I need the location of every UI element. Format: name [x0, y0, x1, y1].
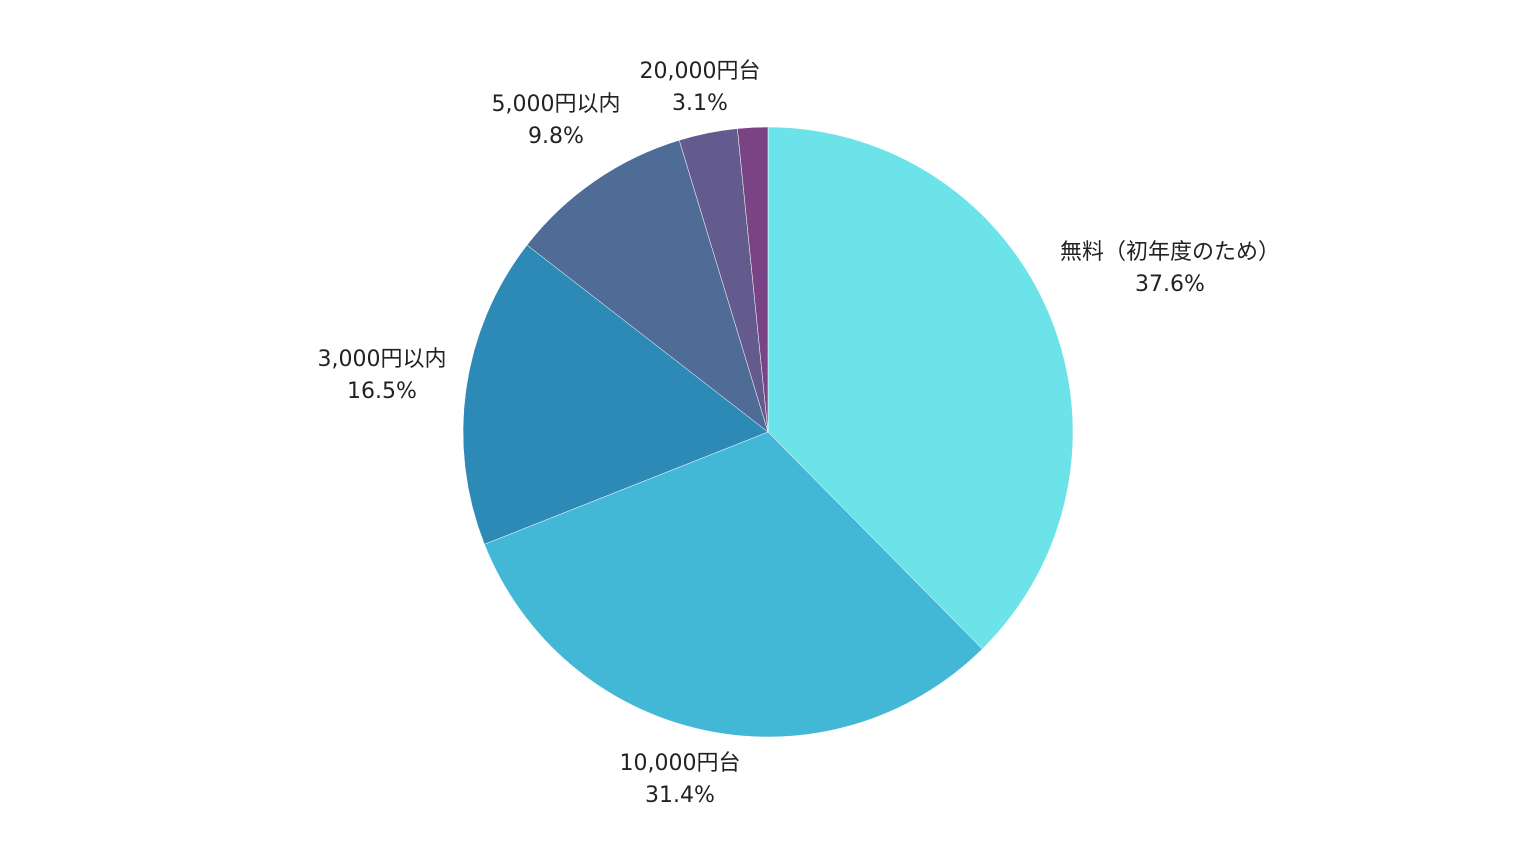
- pie-slice-2: [462, 244, 769, 545]
- slice-value-label: 16.5%: [347, 379, 417, 404]
- slice-category-label: 10,000円台: [619, 751, 741, 776]
- pie-slice-5: [737, 126, 769, 433]
- slice-value-label: 9.8%: [528, 124, 584, 149]
- pie-slice-3: [526, 139, 769, 433]
- slice-value-label: 31.4%: [645, 783, 715, 808]
- slice-label-5000: 5,000円以内 9.8%: [492, 89, 621, 153]
- slice-category-label: 5,000円以内: [491, 92, 621, 117]
- slice-value-label: 3.1%: [672, 91, 728, 116]
- slice-value-label: 37.6%: [1135, 272, 1205, 297]
- pie-slice-0: [767, 126, 1074, 650]
- slice-label-10000: 10,000円台 31.4%: [620, 748, 741, 812]
- slice-category-label: 3,000円以内: [317, 347, 447, 372]
- slice-label-free: 無料（初年度のため） 37.6%: [1060, 237, 1280, 301]
- slice-category-label: 無料（初年度のため）: [1059, 240, 1281, 265]
- slice-category-label: 20,000円台: [639, 59, 761, 84]
- slice-label-3000: 3,000円以内 16.5%: [318, 344, 447, 408]
- pie-slice-1: [484, 431, 983, 738]
- slice-label-20000: 20,000円台 3.1%: [640, 56, 761, 120]
